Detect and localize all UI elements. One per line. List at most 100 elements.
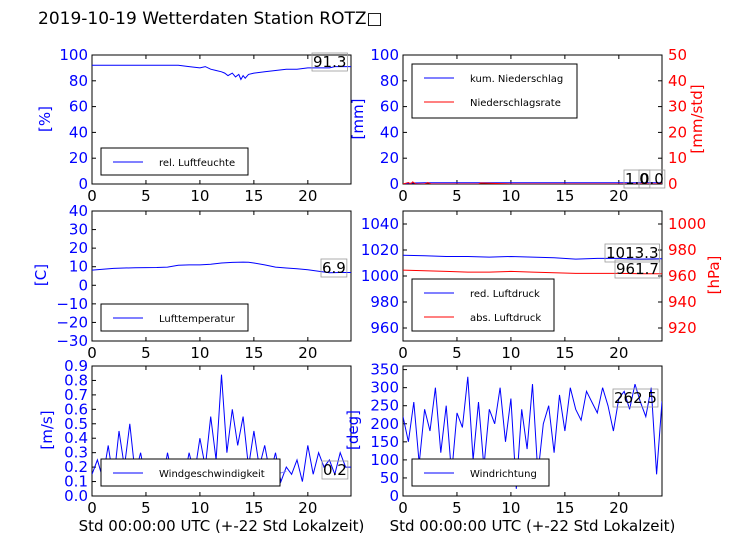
x-tick-label: 0 (87, 344, 97, 362)
y-tick-label: 20 (380, 149, 399, 167)
y-tick-label: 40 (69, 123, 88, 141)
y-tick-label: 100 (59, 46, 88, 64)
x-tick-label: 5 (452, 344, 462, 362)
y2-tick-label: 960 (668, 267, 697, 285)
x-tick-label: 20 (609, 499, 628, 517)
y2-tick-label: 30 (668, 98, 687, 116)
legend-label: red. Luftdruck (470, 289, 540, 300)
legend-label: Windgeschwindigkeit (159, 469, 265, 480)
x-tick-label: 20 (298, 499, 317, 517)
x-tick-label: 20 (609, 344, 628, 362)
current-value-label: 0.0 (640, 170, 664, 188)
legend-label: rel. Luftfeuchte (159, 158, 235, 169)
y2-tick-label: 50 (668, 46, 687, 64)
y-tick-label: 0 (389, 175, 399, 193)
current-value-box (623, 169, 651, 189)
x-tick-label: 5 (141, 499, 151, 517)
x-tick-label: 20 (609, 187, 628, 205)
series-line-2 (403, 181, 662, 184)
current-value-box (612, 388, 659, 408)
y-tick-label: 300 (370, 379, 399, 397)
x-tick-label: 10 (190, 499, 209, 517)
series-line-2 (403, 269, 662, 275)
legend: kum. Niederschlag Niederschlagsrate (411, 63, 578, 119)
current-value-label: 1013.3 (606, 244, 659, 262)
x-tick-label: 10 (501, 344, 520, 362)
y-tick-label: 0 (78, 276, 88, 294)
y-tick-label: −20 (56, 313, 88, 331)
y-tick-label: 1000 (361, 267, 399, 285)
x-tick-label: 0 (398, 187, 408, 205)
current-value-label: 961.7 (616, 260, 659, 278)
y-tick-label: 0.2 (64, 458, 88, 476)
x-tick-label: 20 (298, 344, 317, 362)
legend-label: abs. Luftdruck (470, 313, 541, 324)
legend: Windrichtung (411, 458, 550, 487)
current-value-label: 91.3 (313, 53, 346, 71)
y-tick-label: 0 (78, 175, 88, 193)
x-axis-label: Std 00:00:00 UTC (+-22 Std Lokalzeit) (79, 517, 365, 535)
y-tick-label: −10 (56, 295, 88, 313)
subplot-4: 0 5 10 15 20 960 980 1000 1020 1040 920 940 960 980 10… (361, 210, 723, 362)
legend: Lufttemperatur (100, 303, 249, 332)
y-tick-label: 0.7 (64, 386, 88, 404)
y-tick-label: 0.3 (64, 444, 88, 462)
subplot-3: 0 5 10 15 20−30−20−10010203040[C]Lufttempera… (32, 202, 352, 362)
current-value-box (638, 169, 666, 189)
y-axis-label: [C] (32, 264, 50, 286)
x-tick-label: 0 (398, 344, 408, 362)
y-tick-label: 100 (370, 46, 399, 64)
y2-tick-label: 40 (668, 72, 687, 90)
legend-label: Lufttemperatur (159, 314, 236, 325)
current-value-box (614, 259, 661, 279)
legend-label: Niederschlagsrate (470, 98, 561, 109)
y-axis-label: [mm] (349, 99, 367, 140)
x-tick-label: 0 (87, 499, 97, 517)
y-tick-label: 0.0 (64, 487, 88, 505)
series-line-1 (92, 261, 351, 274)
y-tick-label: 50 (380, 469, 399, 487)
y-tick-label: 0.9 (64, 357, 88, 375)
series-line-1 (403, 376, 662, 489)
legend: rel. Luftfeuchte (100, 147, 249, 176)
y2-tick-label: 920 (668, 319, 697, 337)
y2-tick-label: 940 (668, 293, 697, 311)
x-tick-label: 10 (190, 344, 209, 362)
y-tick-label: 0.1 (64, 473, 88, 491)
series-line-1 (92, 64, 351, 81)
y-axis-label: [deg] (344, 410, 362, 450)
legend: red. Luftdruck abs. Luftdruck (411, 278, 555, 332)
subplot-2: 0 5 10 15 20 0 20 40 60 80 100 0 10 20 30 40 50 [mm] [mm/s… (349, 46, 706, 205)
series-line-1 (403, 254, 662, 260)
y-tick-label: 20 (69, 149, 88, 167)
current-value-label: 6.9 (322, 259, 346, 277)
y-tick-label: 30 (69, 221, 88, 239)
x-tick-label: 0 (398, 499, 408, 517)
y-tick-label: 0.4 (64, 429, 88, 447)
x-tick-label: 5 (141, 187, 151, 205)
x-tick-label: 15 (244, 344, 263, 362)
y-tick-label: 80 (380, 72, 399, 90)
y-axis-label: [m/s] (38, 410, 56, 449)
y-tick-label: 350 (370, 361, 399, 379)
y2-tick-label: 10 (668, 149, 687, 167)
legend-box (411, 63, 578, 119)
x-tick-label: 10 (190, 187, 209, 205)
y-tick-label: 40 (380, 123, 399, 141)
current-value-label: 1.0 (625, 170, 649, 188)
current-value-box (311, 52, 348, 72)
y-tick-label: 200 (370, 415, 399, 433)
legend-box (411, 278, 555, 332)
legend-label: Windrichtung (470, 469, 537, 480)
y-tick-label: 0.8 (64, 371, 88, 389)
y2-tick-label: 0 (668, 175, 678, 193)
y-tick-label: 0.6 (64, 400, 88, 418)
current-value-box (320, 258, 348, 278)
x-tick-label: 5 (141, 344, 151, 362)
subplot-1: 0 5 10 15 20 0 20 40 60 80 100 [%] rel. Luftfeuchte 9… (36, 46, 352, 205)
x-tick-label: 10 (501, 499, 520, 517)
y-tick-label: 40 (69, 202, 88, 220)
x-tick-label: 5 (452, 187, 462, 205)
y2-tick-label: 20 (668, 123, 687, 141)
